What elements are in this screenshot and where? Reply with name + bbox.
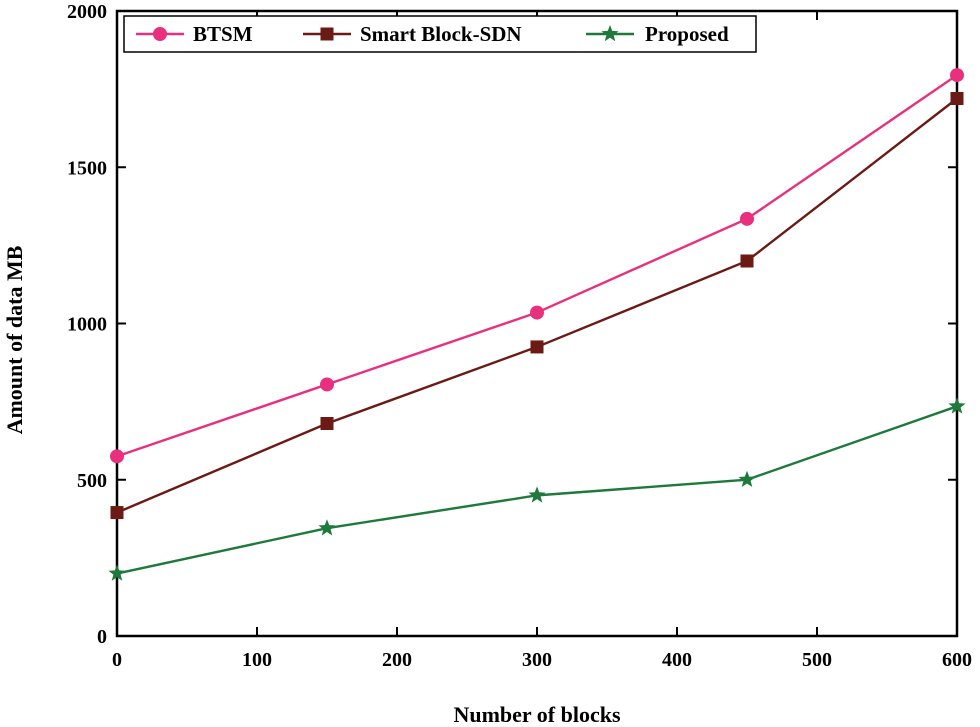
legend-marker-0 (153, 27, 167, 41)
y-tick-label: 500 (77, 470, 107, 492)
plot-area (115, 9, 959, 638)
legend-marker-1 (320, 27, 334, 41)
data-point-2-3 (738, 470, 756, 488)
data-point-1-0 (110, 506, 124, 520)
data-point-2-1 (318, 519, 336, 536)
legend-box (123, 15, 757, 53)
legend-label-2: Proposed (645, 22, 729, 46)
x-axis-title: Number of blocks (453, 702, 620, 727)
data-point-0-2 (530, 305, 544, 320)
axis-ticks: 0 100 200 300 400 500 600 0 500 1000 1500 2000 (67, 1, 972, 671)
data-point-1-1 (320, 417, 334, 430)
data-point-0-1 (320, 377, 334, 392)
x-tick-label: 0 (112, 649, 122, 671)
y-tick-label: 2000 (67, 1, 107, 23)
legend: BTSM Smart Block-SDN Proposed (123, 15, 757, 53)
x-tick-label: 100 (242, 649, 272, 671)
legend-marker-2 (601, 25, 619, 42)
data-point-0-4 (950, 68, 964, 83)
y-axis-title: Amount of data MB (2, 245, 27, 434)
legend-label-1: Smart Block-SDN (360, 22, 522, 46)
data-point-1-2 (530, 340, 544, 354)
data-point-2-0 (108, 564, 126, 581)
x-tick-label: 600 (942, 649, 972, 671)
data-point-0-0 (110, 449, 124, 464)
series-layer (108, 68, 966, 581)
x-tick-label: 400 (662, 649, 692, 671)
x-tick-label: 200 (382, 649, 412, 671)
x-tick-label: 300 (522, 649, 552, 671)
data-point-1-3 (740, 254, 754, 268)
x-tick-label: 500 (802, 649, 832, 671)
data-point-2-2 (528, 486, 546, 503)
y-tick-label: 0 (97, 626, 107, 648)
series-line-0 (116, 74, 958, 458)
data-point-2-4 (948, 397, 966, 414)
data-point-0-3 (740, 211, 754, 226)
y-tick-label: 1500 (67, 157, 107, 179)
data-point-1-4 (950, 92, 964, 105)
y-tick-label: 1000 (67, 314, 107, 336)
legend-label-0: BTSM (193, 22, 253, 46)
